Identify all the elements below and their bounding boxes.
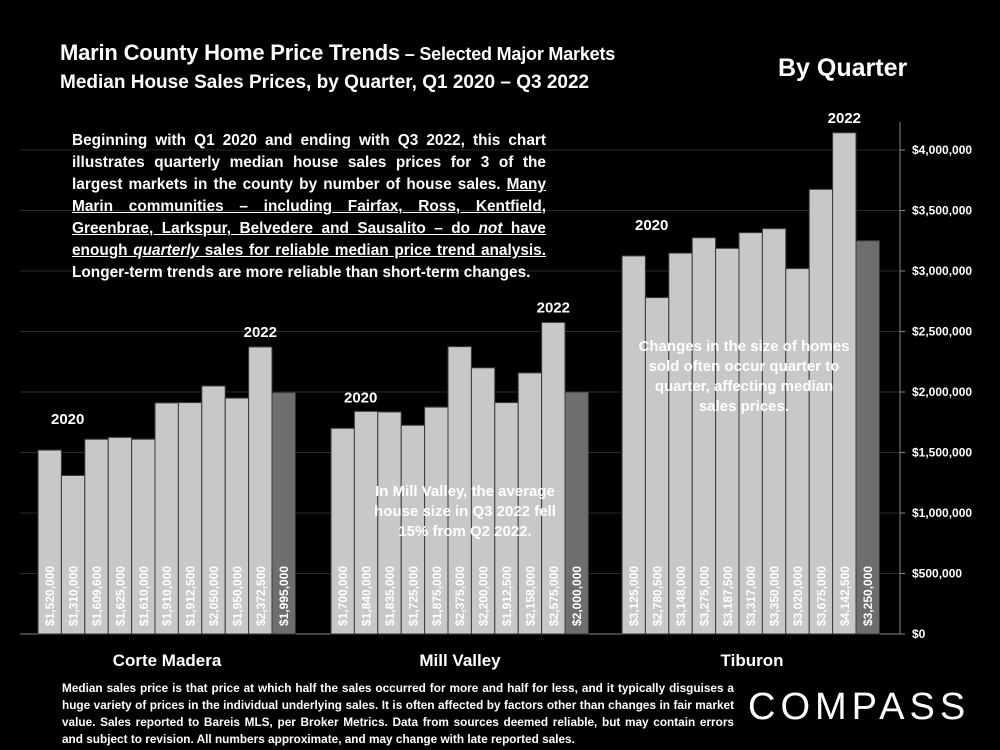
desc-u1: Many Marin communities – including Fairf… — [72, 176, 546, 237]
y-tick-label: $3,500,000 — [912, 204, 972, 218]
group-label: Mill Valley — [419, 651, 501, 670]
bar — [271, 392, 296, 635]
bar-value-label: $1,875,000 — [430, 566, 444, 626]
y-tick-label: $500,000 — [912, 567, 962, 581]
year-label-2020: 2020 — [344, 389, 377, 406]
bar-value-label: $3,675,000 — [814, 566, 828, 626]
y-tick-label: $3,000,000 — [912, 264, 972, 278]
y-tick-label: $2,000,000 — [912, 385, 972, 399]
bar-value-label: $2,780,500 — [651, 566, 665, 626]
footer-disclaimer: Median sales price is that price at whic… — [62, 681, 734, 746]
bar-value-label: $3,250,000 — [861, 566, 875, 626]
year-label-2022: 2022 — [537, 299, 570, 316]
bar-value-label: $1,912,500 — [184, 566, 198, 626]
bar-value-label: $1,835,000 — [383, 566, 397, 626]
bar-value-label: $3,275,000 — [697, 566, 711, 626]
bar-value-label: $3,148,000 — [674, 566, 688, 626]
desc-quarterly: quarterly — [133, 242, 200, 259]
desc-part2: Longer-term trends are more reliable tha… — [72, 264, 531, 281]
y-tick-label: $1,500,000 — [912, 446, 972, 460]
bar-value-label: $1,310,000 — [67, 566, 81, 626]
y-tick-label: $1,000,000 — [912, 506, 972, 520]
year-label-2020: 2020 — [635, 217, 668, 234]
bar-value-label: $1,725,000 — [406, 566, 420, 626]
bar-value-label: $3,350,000 — [768, 566, 782, 626]
bar-value-label: $3,020,000 — [791, 566, 805, 626]
bar-value-label: $1,910,000 — [160, 566, 174, 626]
compass-logo: COMPASS — [748, 686, 971, 728]
bar-value-label: $1,912,500 — [500, 566, 514, 626]
year-label-2022: 2022 — [828, 110, 861, 127]
chart-description: Beginning with Q1 2020 and ending with Q… — [72, 130, 546, 284]
bar-value-label: $1,609,600 — [90, 566, 104, 626]
bar-value-label: $2,200,000 — [477, 566, 491, 626]
year-label-2020: 2020 — [51, 411, 84, 428]
desc-u2: have enough — [72, 220, 546, 259]
y-tick-label: $0 — [912, 627, 926, 641]
bar-value-label: $1,610,000 — [137, 566, 151, 626]
chart-subtitle: Median House Sales Prices, by Quarter, Q… — [60, 72, 590, 93]
y-tick-label: $4,000,000 — [912, 143, 972, 157]
desc-underlined: Many Marin communities – including Fairf… — [72, 176, 546, 259]
y-tick-label: $2,500,000 — [912, 325, 972, 339]
bar-value-label: $3,317,000 — [744, 566, 758, 626]
bar-value-label: $1,995,000 — [277, 566, 291, 626]
bar-value-label: $1,840,000 — [360, 566, 374, 626]
bar-value-label: $1,950,000 — [230, 566, 244, 626]
bar-value-label: $2,375,000 — [453, 566, 467, 626]
bar-value-label: $1,520,000 — [43, 566, 57, 626]
desc-part1: Beginning with Q1 2020 and ending with Q… — [72, 132, 546, 193]
bar-value-label: $2,575,000 — [547, 566, 561, 626]
desc-u3: sales for reliable median price trend an… — [199, 242, 546, 259]
bar-value-label: $3,125,000 — [627, 566, 641, 626]
year-label-2022: 2022 — [244, 324, 277, 341]
bar-value-label: $2,372,500 — [254, 566, 268, 626]
title-main: Marin County Home Price Trends — [60, 40, 400, 65]
tiburon-note: Changes in the size of homes sold often … — [638, 338, 850, 415]
bar-value-label: $1,625,000 — [113, 566, 127, 626]
group-label: Corte Madera — [113, 651, 222, 670]
bar — [564, 391, 589, 635]
bar-value-label: $2,050,000 — [207, 566, 221, 626]
bar-value-label: $2,000,000 — [570, 566, 584, 626]
bar-value-label: $2,158,000 — [523, 566, 537, 626]
title-sub: – Selected Major Markets — [399, 44, 616, 64]
bar — [855, 240, 880, 635]
desc-not: not — [478, 220, 503, 237]
chart-title: Marin County Home Price Trends – Selecte… — [60, 40, 615, 66]
bar-value-label: $1,700,000 — [336, 566, 350, 626]
bar-value-label: $3,187,500 — [721, 566, 735, 626]
by-quarter-label: By Quarter — [778, 54, 908, 82]
group-label: Tiburon — [721, 651, 784, 670]
mill-valley-note: In Mill Valley, the average house size i… — [374, 483, 556, 540]
bar-value-label: $4,142,500 — [838, 566, 852, 626]
